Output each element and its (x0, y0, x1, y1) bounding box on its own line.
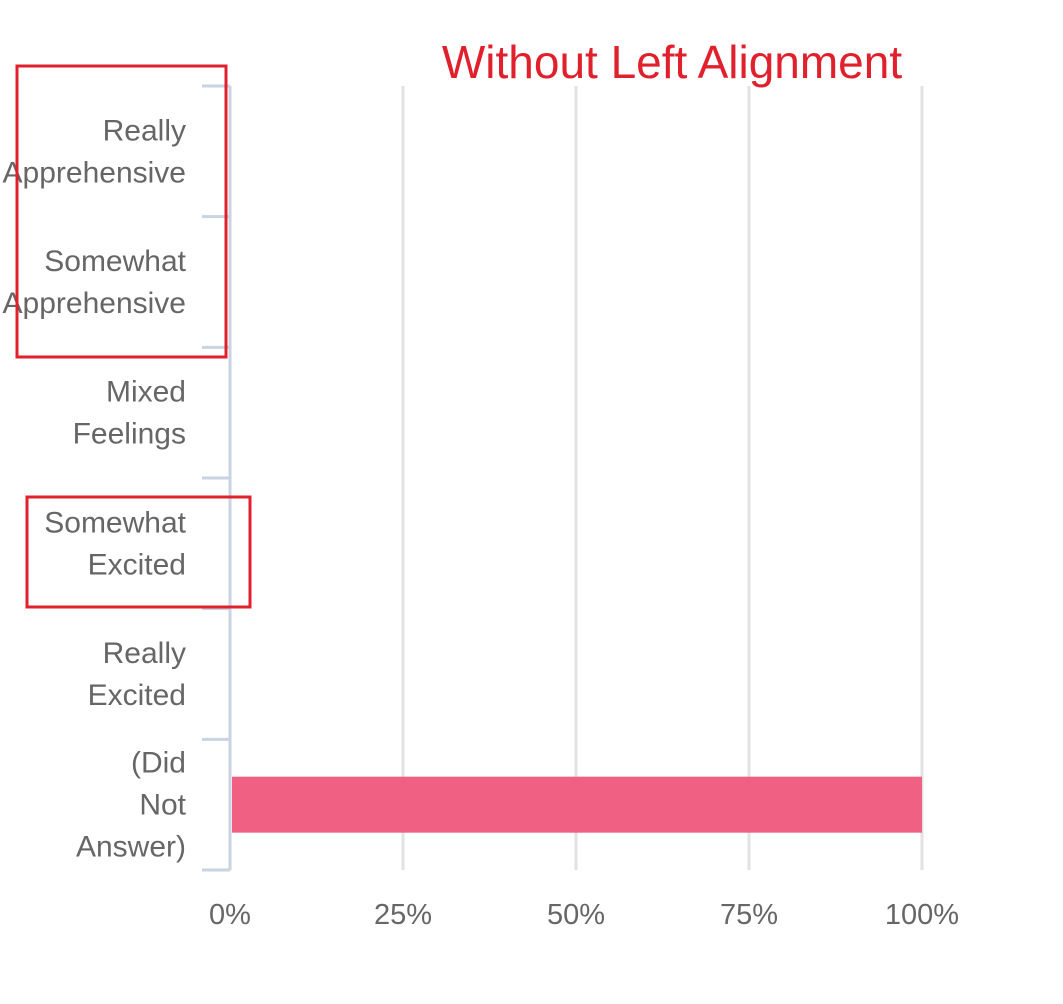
y-axis-ticks (202, 84, 230, 872)
y-category-label: Really Apprehensive (3, 114, 186, 189)
bar (232, 776, 922, 833)
highlight-box-apprehensive (15, 64, 228, 359)
x-tick-label: 100% (885, 899, 959, 931)
y-category-label: Mixed Feelings (73, 376, 186, 451)
x-axis-labels: 0% 25% 50% 75% 100% (209, 899, 959, 931)
x-tick-label: 25% (374, 899, 432, 931)
x-tick-label: 50% (547, 899, 605, 931)
y-category-label: (Did Not Answer) (76, 747, 187, 864)
gridlines (401, 86, 924, 870)
y-axis-labels: Really Apprehensive Somewhat Apprehensive Mi… (3, 114, 187, 863)
y-category-label: Somewhat Apprehensive (3, 245, 187, 320)
y-category-label: Somewhat Excited (44, 506, 186, 581)
y-category-label: Really Excited (88, 637, 186, 712)
bars (232, 776, 922, 833)
x-tick-label: 75% (720, 899, 778, 931)
highlight-box-somewhat-excited (25, 495, 252, 609)
x-tick-label: 0% (209, 899, 251, 931)
annotation-title: Without Left Alignment (442, 36, 902, 88)
